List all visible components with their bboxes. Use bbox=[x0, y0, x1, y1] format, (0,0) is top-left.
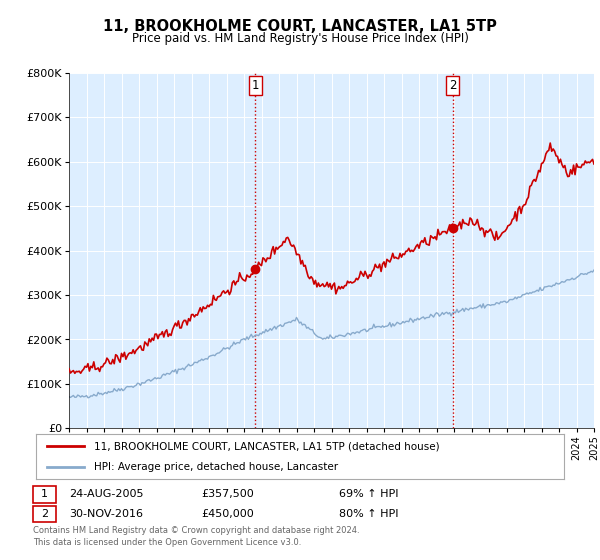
Text: 24-AUG-2005: 24-AUG-2005 bbox=[69, 489, 143, 500]
Text: 11, BROOKHOLME COURT, LANCASTER, LA1 5TP (detached house): 11, BROOKHOLME COURT, LANCASTER, LA1 5TP… bbox=[94, 441, 440, 451]
Text: 1: 1 bbox=[41, 489, 48, 500]
Text: 2: 2 bbox=[449, 79, 456, 92]
Text: Price paid vs. HM Land Registry's House Price Index (HPI): Price paid vs. HM Land Registry's House … bbox=[131, 32, 469, 45]
Text: 11, BROOKHOLME COURT, LANCASTER, LA1 5TP: 11, BROOKHOLME COURT, LANCASTER, LA1 5TP bbox=[103, 19, 497, 34]
Text: 69% ↑ HPI: 69% ↑ HPI bbox=[339, 489, 398, 500]
Text: £357,500: £357,500 bbox=[201, 489, 254, 500]
Text: Contains HM Land Registry data © Crown copyright and database right 2024.
This d: Contains HM Land Registry data © Crown c… bbox=[33, 526, 359, 547]
Text: 80% ↑ HPI: 80% ↑ HPI bbox=[339, 509, 398, 519]
Text: £450,000: £450,000 bbox=[201, 509, 254, 519]
Text: 2: 2 bbox=[41, 509, 48, 519]
Text: HPI: Average price, detached house, Lancaster: HPI: Average price, detached house, Lanc… bbox=[94, 461, 338, 472]
Text: 30-NOV-2016: 30-NOV-2016 bbox=[69, 509, 143, 519]
Text: 1: 1 bbox=[251, 79, 259, 92]
